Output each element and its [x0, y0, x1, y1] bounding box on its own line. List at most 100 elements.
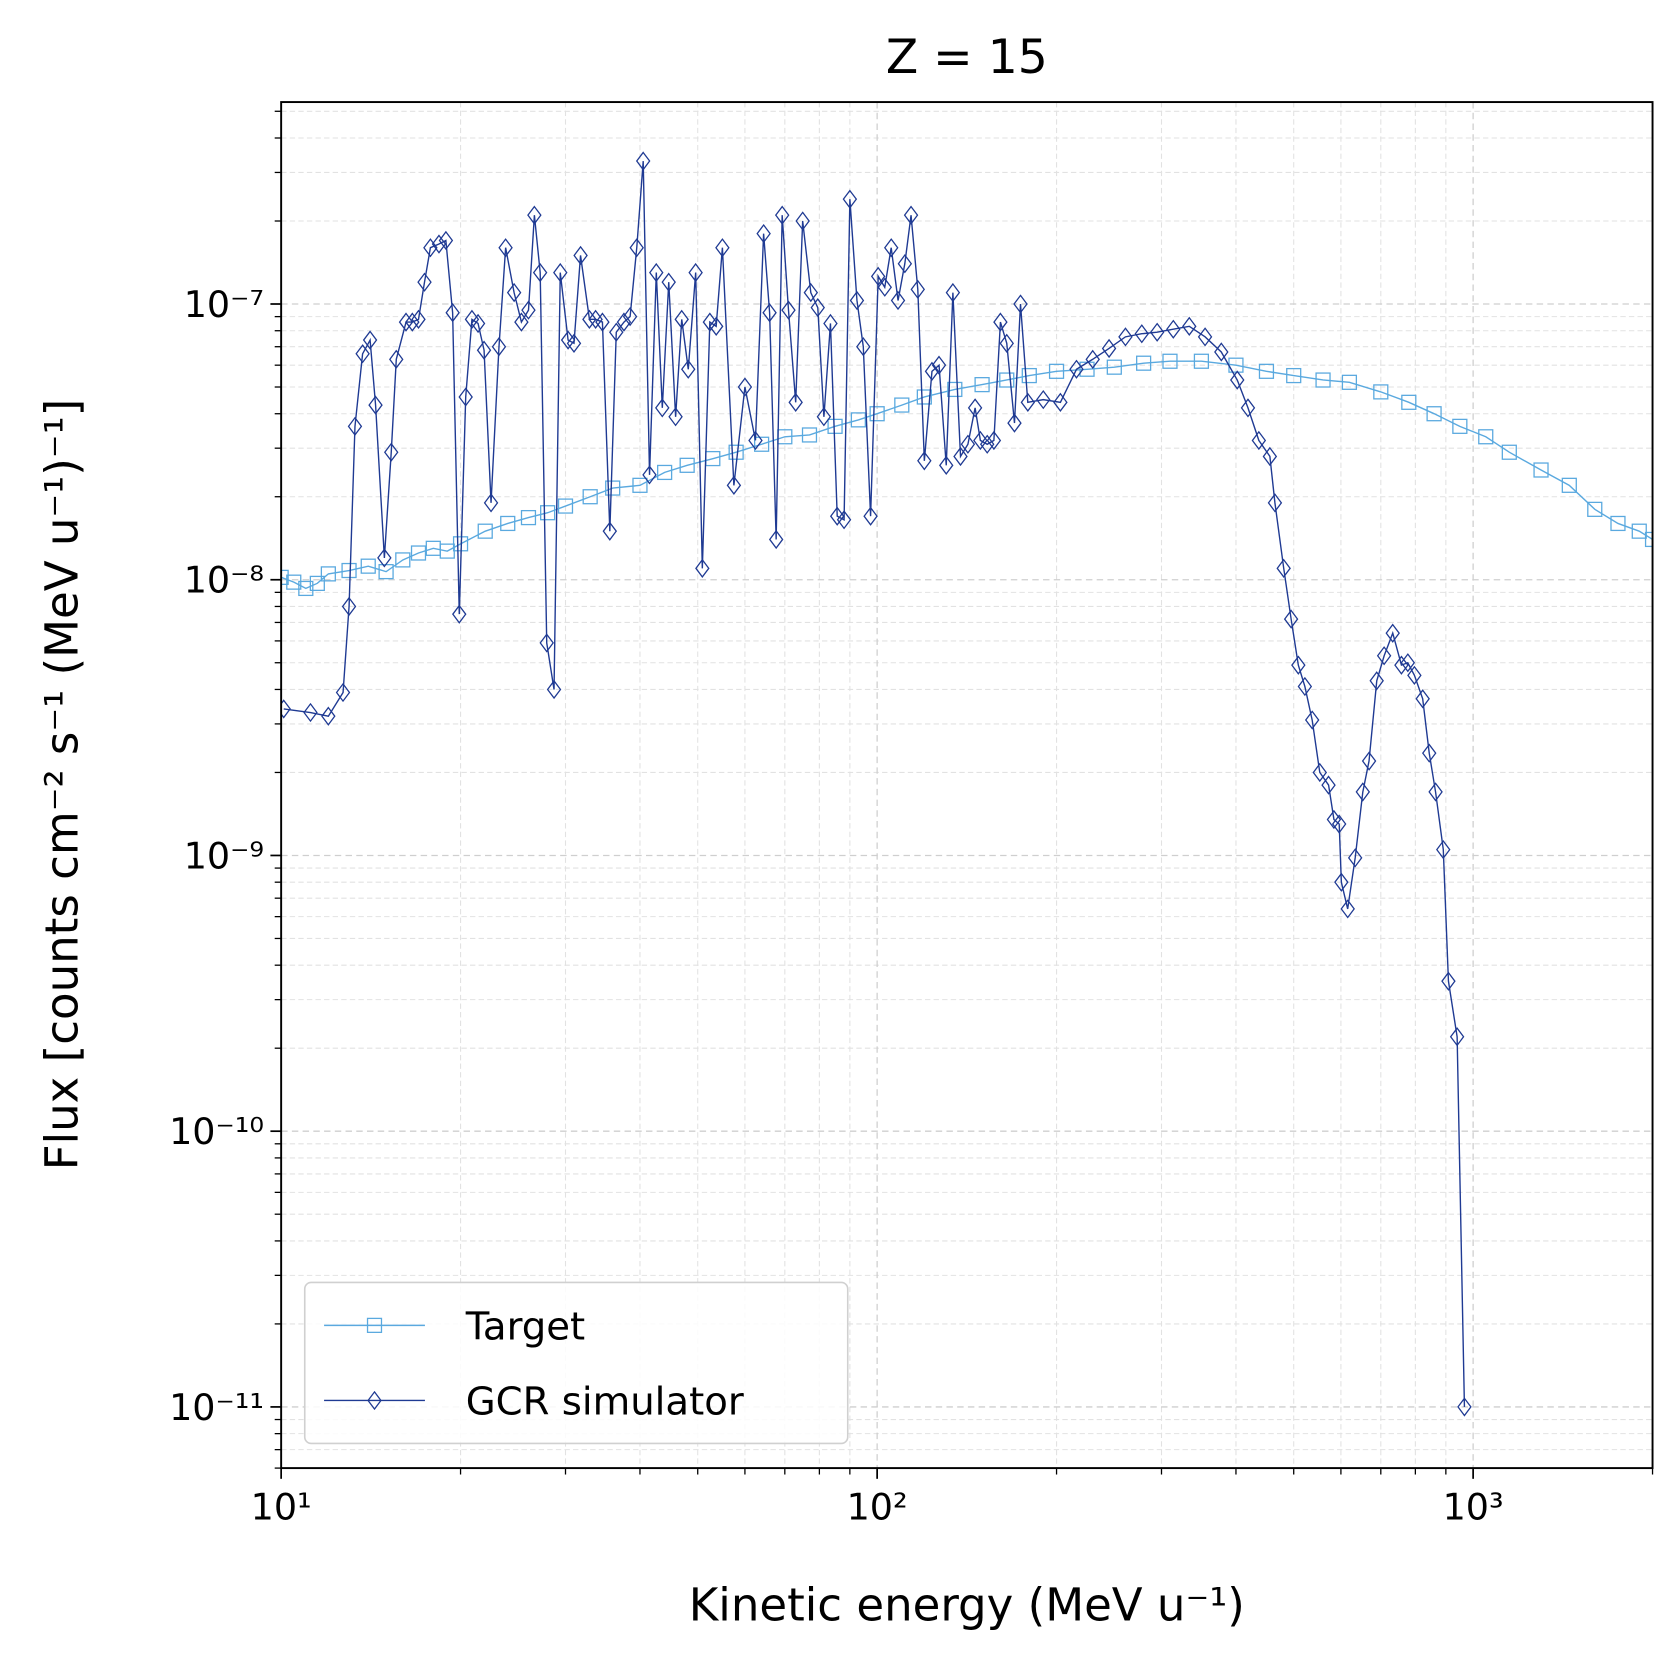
marker [1193, 353, 1210, 369]
marker [827, 418, 843, 434]
x-axis-label: Kinetic energy (MeV u⁻¹) [689, 1578, 1245, 1631]
marker [1373, 384, 1389, 400]
plot-area [281, 151, 1653, 1417]
marker [903, 205, 919, 225]
marker [1312, 762, 1328, 783]
marker [1162, 353, 1178, 369]
marker [768, 529, 784, 550]
marker [438, 230, 454, 251]
series-line [281, 360, 1653, 590]
marker [803, 282, 819, 303]
marker [321, 706, 336, 726]
marker [661, 272, 676, 292]
marker [1214, 342, 1229, 362]
marker [431, 234, 447, 254]
marker [788, 392, 803, 412]
marker [774, 205, 790, 225]
marker [916, 389, 932, 405]
marker [870, 266, 886, 286]
marker [842, 189, 858, 209]
marker [1085, 349, 1100, 369]
marker [890, 290, 906, 311]
marker [1436, 839, 1451, 860]
marker [1297, 676, 1313, 697]
plot-frame [280, 101, 1654, 1470]
marker [917, 451, 932, 471]
marker [1331, 814, 1347, 834]
marker [335, 682, 351, 703]
marker [1291, 655, 1306, 675]
marker [708, 316, 724, 336]
marker [470, 313, 486, 334]
y-tick-label: 10⁻⁷ [184, 283, 264, 326]
marker [477, 523, 493, 539]
marker [1036, 389, 1051, 410]
marker [883, 238, 899, 258]
marker [452, 604, 467, 624]
marker [377, 548, 392, 568]
marker [389, 349, 404, 369]
marker [924, 361, 940, 381]
marker [298, 580, 314, 597]
marker [1452, 418, 1468, 434]
marker [849, 290, 865, 311]
marker [655, 398, 670, 418]
marker [398, 312, 414, 332]
marker [1561, 477, 1577, 493]
marker [945, 282, 961, 303]
marker [748, 430, 763, 451]
marker [1048, 363, 1065, 379]
marker [1441, 971, 1456, 991]
marker [680, 359, 696, 379]
legend-label: Target [465, 1304, 586, 1349]
marker [974, 377, 990, 393]
marker [605, 480, 621, 496]
marker [1258, 363, 1275, 379]
marker [737, 377, 753, 397]
marker [309, 575, 325, 592]
marker [341, 562, 357, 579]
marker [947, 381, 963, 398]
marker [1166, 319, 1181, 339]
marker [411, 309, 426, 329]
marker [506, 282, 522, 303]
marker [582, 309, 597, 329]
marker [754, 436, 770, 452]
marker [1407, 665, 1422, 686]
marker [609, 322, 624, 342]
marker [979, 434, 995, 454]
marker [491, 337, 507, 357]
marker [973, 430, 988, 451]
marker [688, 262, 703, 283]
marker [863, 506, 878, 526]
marker [1426, 406, 1442, 422]
marker [642, 465, 657, 485]
marker [1251, 430, 1267, 451]
marker [383, 442, 399, 462]
x-tick-label: 10¹ [251, 1486, 312, 1529]
marker [303, 702, 318, 723]
x-tick-label: 10³ [1443, 1486, 1504, 1529]
marker [632, 477, 648, 493]
marker [674, 309, 689, 329]
marker [910, 279, 926, 300]
chart-title: Z = 15 [886, 30, 1048, 85]
marker [726, 475, 742, 495]
marker [938, 455, 954, 475]
marker [1340, 899, 1355, 919]
marker [553, 262, 568, 283]
marker [582, 489, 598, 505]
marker [668, 407, 683, 427]
marker [931, 355, 947, 375]
marker [483, 493, 499, 513]
marker [1341, 374, 1358, 390]
marker [1069, 359, 1084, 379]
marker [527, 205, 542, 225]
x-tick-label: 10² [847, 1486, 908, 1529]
marker [850, 412, 866, 428]
marker [1262, 446, 1278, 467]
marker [1533, 462, 1549, 478]
marker [756, 223, 771, 244]
marker [1283, 609, 1299, 629]
